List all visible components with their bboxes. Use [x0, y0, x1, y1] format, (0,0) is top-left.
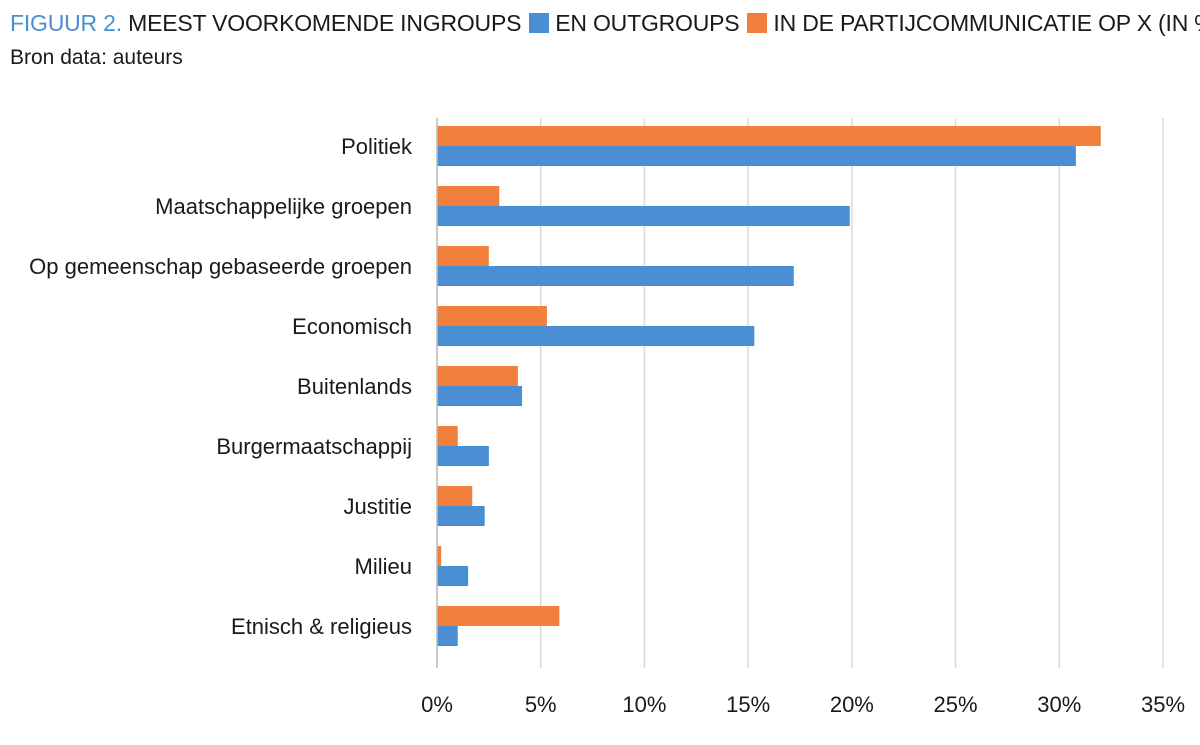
category-label: Op gemeenschap gebaseerde groepen: [29, 254, 412, 279]
category-label: Burgermaatschappij: [216, 434, 412, 459]
chart-title: FIGUUR 2. MEEST VOORKOMENDE INGROUPS EN O…: [10, 10, 1200, 37]
x-tick-label: 20%: [830, 692, 874, 717]
bar-ingroups: [437, 266, 794, 286]
bar-outgroups: [437, 186, 500, 206]
x-tick-label: 5%: [525, 692, 557, 717]
bar-outgroups: [437, 366, 518, 386]
category-label: Politiek: [341, 134, 413, 159]
figure-label: FIGUUR 2.: [10, 10, 122, 36]
bar-ingroups: [437, 206, 850, 226]
category-label: Economisch: [292, 314, 412, 339]
bar-ingroups: [437, 146, 1076, 166]
bar-outgroups: [437, 126, 1101, 146]
title-part-1: MEEST VOORKOMENDE INGROUPS: [128, 10, 522, 36]
category-label: Buitenlands: [297, 374, 412, 399]
bar-outgroups: [437, 486, 473, 506]
bar-outgroups: [437, 246, 489, 266]
category-label: Justitie: [344, 494, 412, 519]
bar-outgroups: [437, 306, 547, 326]
bar-ingroups: [437, 326, 755, 346]
bar-ingroups: [437, 506, 485, 526]
legend-swatch-outgroups: [747, 13, 768, 33]
bar-outgroups: [437, 546, 442, 566]
x-tick-label: 0%: [421, 692, 453, 717]
category-label: Maatschappelijke groepen: [155, 194, 412, 219]
bar-ingroups: [437, 446, 489, 466]
category-label: Milieu: [355, 554, 412, 579]
x-tick-label: 15%: [726, 692, 770, 717]
x-tick-label: 10%: [622, 692, 666, 717]
bar-ingroups: [437, 566, 469, 586]
category-label: Etnisch & religieus: [231, 614, 412, 639]
source-note: Bron data: auteurs: [10, 46, 183, 69]
bar-outgroups: [437, 606, 560, 626]
bar-outgroups: [437, 426, 458, 446]
x-tick-label: 35%: [1141, 692, 1185, 717]
bar-ingroups: [437, 626, 458, 646]
title-part-2: EN OUTGROUPS: [555, 10, 740, 36]
x-tick-label: 25%: [934, 692, 978, 717]
bar-ingroups: [437, 386, 523, 406]
x-tick-label: 30%: [1037, 692, 1081, 717]
legend-swatch-ingroups: [529, 13, 550, 33]
title-part-3: IN DE PARTIJCOMMUNICATIE OP X (IN %).: [773, 10, 1200, 36]
